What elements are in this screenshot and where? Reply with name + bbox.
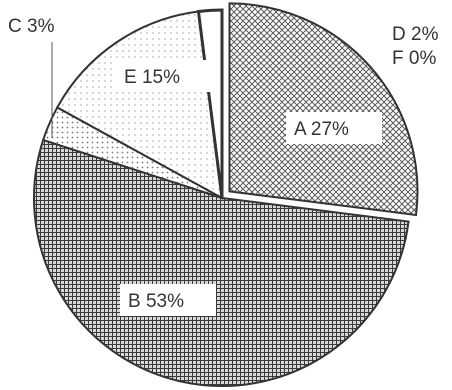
slice-label-F: F 0% <box>392 48 436 69</box>
pie-slice-D <box>196 8 224 199</box>
pie-slice-E <box>55 10 224 200</box>
label-box-A <box>286 112 382 144</box>
slice-label-B: B 53% <box>128 291 184 312</box>
slice-label-D: D 2% <box>392 24 439 45</box>
pie-slices <box>33 2 419 387</box>
label-box-E <box>116 60 212 92</box>
slice-label-C: C 3% <box>8 16 55 37</box>
slice-label-A: A 27% <box>294 119 349 140</box>
slice-label-E: E 15% <box>124 67 180 88</box>
pie-slice-A <box>228 2 419 217</box>
pie-slice-B <box>33 138 410 387</box>
pie-labels: A 27% B 53% E 15% C 3% D 2% F 0% <box>8 16 439 316</box>
label-box-B <box>120 284 216 316</box>
